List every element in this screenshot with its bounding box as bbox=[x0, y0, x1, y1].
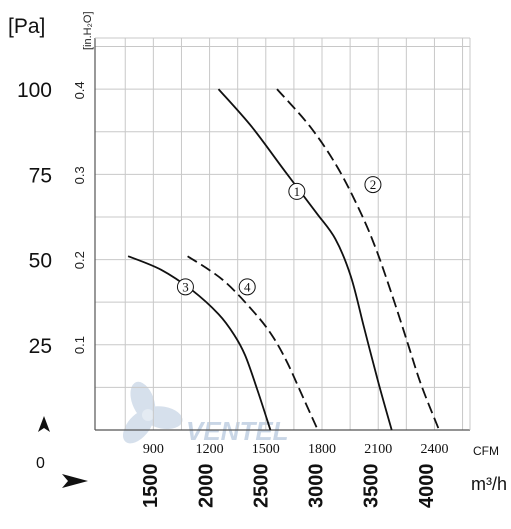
curve-4-label-circle bbox=[238, 278, 256, 296]
y-tick-inh2o: 0.3 bbox=[72, 166, 87, 184]
x-tick-cfm: 2400 bbox=[420, 442, 448, 457]
y-axis-inh2o-unit: [in.H₂O] bbox=[82, 12, 94, 51]
watermark: VENTEL bbox=[122, 381, 289, 446]
curve-2-line bbox=[276, 88, 440, 431]
x-tick-m3h: 2000 bbox=[195, 464, 217, 509]
x-tick-cfm: 2100 bbox=[364, 442, 392, 457]
x-tick-cfm: 900 bbox=[143, 442, 164, 457]
curve-2-label-circle bbox=[364, 176, 382, 194]
plot-frame bbox=[94, 37, 471, 431]
y-tick-pa: 100 bbox=[17, 79, 52, 102]
y-tick-pa: 75 bbox=[29, 164, 52, 187]
y-axis-pa-unit: [Pa] bbox=[8, 15, 45, 38]
x-tick-cfm: 1800 bbox=[308, 442, 336, 457]
x-tick-cfm: 1200 bbox=[196, 442, 224, 457]
x-tick-m3h: 2500 bbox=[250, 464, 272, 509]
curve-3-line bbox=[127, 255, 272, 431]
up-arrow-icon bbox=[38, 416, 50, 432]
x-axis-m3h-unit: m³/h bbox=[471, 474, 507, 494]
curve-4-label: 4 bbox=[244, 279, 251, 294]
curve-3-label-circle bbox=[176, 278, 194, 296]
y-tick-inh2o: 0.1 bbox=[72, 336, 87, 354]
curve-4-line bbox=[187, 255, 319, 431]
y-axis-labels: [Pa] [in.H₂O] 25 50 75 100 0.1 0.2 0.3 0.4 bbox=[8, 12, 94, 358]
y-tick-inh2o: 0.2 bbox=[72, 251, 87, 269]
y-tick-pa: 50 bbox=[29, 250, 52, 273]
x-axis-cfm-unit: CFM bbox=[473, 444, 499, 458]
curve-1-label-circle bbox=[288, 182, 306, 200]
curve-2-label: 2 bbox=[370, 177, 377, 192]
x-axis-labels: CFM m³/h 0 900 1200 1500 1800 2100 2400 1500 20… bbox=[36, 416, 507, 508]
y-tick-inh2o: 0.4 bbox=[72, 81, 87, 99]
performance-curves: 1 2 3 4 bbox=[127, 88, 440, 431]
fan-logo-icon bbox=[122, 381, 183, 444]
x-tick-m3h: 4000 bbox=[416, 464, 438, 509]
x-tick-m3h: 3000 bbox=[306, 464, 328, 509]
grid bbox=[95, 38, 470, 430]
right-arrow-icon bbox=[62, 474, 88, 488]
x-tick-cfm: 1500 bbox=[252, 442, 280, 457]
y-tick-pa: 25 bbox=[29, 335, 52, 358]
curve-1-line bbox=[217, 88, 393, 431]
curve-1-label: 1 bbox=[294, 184, 301, 199]
x-tick-m3h: 1500 bbox=[140, 464, 162, 509]
curve-3-label: 3 bbox=[182, 279, 189, 294]
origin-zero-label: 0 bbox=[36, 455, 45, 472]
x-tick-m3h: 3500 bbox=[361, 464, 383, 509]
